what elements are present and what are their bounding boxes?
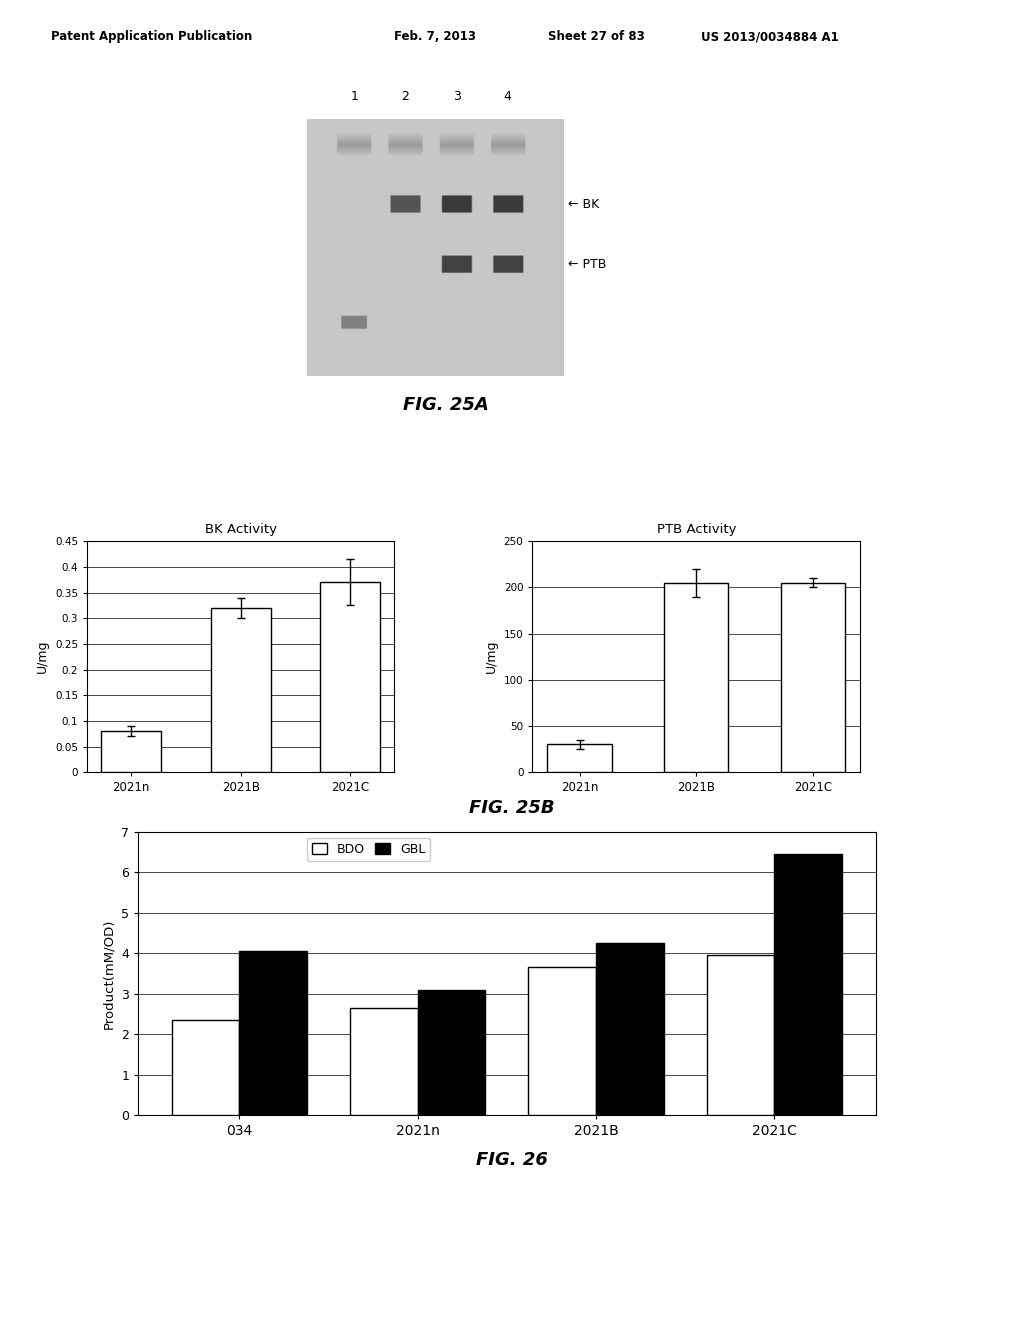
Text: FIG. 25A: FIG. 25A bbox=[402, 396, 488, 414]
Bar bbox=[101, 731, 161, 772]
Y-axis label: U/mg: U/mg bbox=[36, 640, 49, 673]
Text: FIG. 25B: FIG. 25B bbox=[469, 799, 555, 817]
Text: ← BK: ← BK bbox=[568, 198, 600, 211]
Text: 4: 4 bbox=[504, 90, 512, 103]
Text: 1: 1 bbox=[350, 90, 358, 103]
Bar bbox=[781, 583, 845, 772]
Bar bbox=[418, 990, 485, 1115]
Text: Patent Application Publication: Patent Application Publication bbox=[51, 30, 253, 44]
Bar bbox=[321, 582, 380, 772]
Text: ← PTB: ← PTB bbox=[568, 259, 606, 271]
Bar bbox=[548, 744, 611, 772]
Legend: BDO, GBL: BDO, GBL bbox=[307, 838, 430, 861]
Text: Feb. 7, 2013: Feb. 7, 2013 bbox=[394, 30, 476, 44]
Bar bbox=[240, 952, 307, 1115]
Bar bbox=[665, 583, 728, 772]
Title: BK Activity: BK Activity bbox=[205, 523, 276, 536]
Text: 3: 3 bbox=[453, 90, 461, 103]
Bar bbox=[707, 956, 774, 1115]
Bar bbox=[350, 1008, 418, 1115]
Y-axis label: Product(mM/OD): Product(mM/OD) bbox=[102, 919, 116, 1028]
Bar bbox=[172, 1020, 240, 1115]
Text: 2: 2 bbox=[401, 90, 410, 103]
Y-axis label: U/mg: U/mg bbox=[485, 640, 498, 673]
Text: Sheet 27 of 83: Sheet 27 of 83 bbox=[548, 30, 644, 44]
Bar bbox=[211, 609, 270, 772]
Bar bbox=[528, 968, 596, 1115]
Text: FIG. 26: FIG. 26 bbox=[476, 1151, 548, 1170]
Bar bbox=[774, 854, 842, 1115]
Title: PTB Activity: PTB Activity bbox=[656, 523, 736, 536]
Text: US 2013/0034884 A1: US 2013/0034884 A1 bbox=[701, 30, 840, 44]
Bar bbox=[596, 942, 664, 1115]
